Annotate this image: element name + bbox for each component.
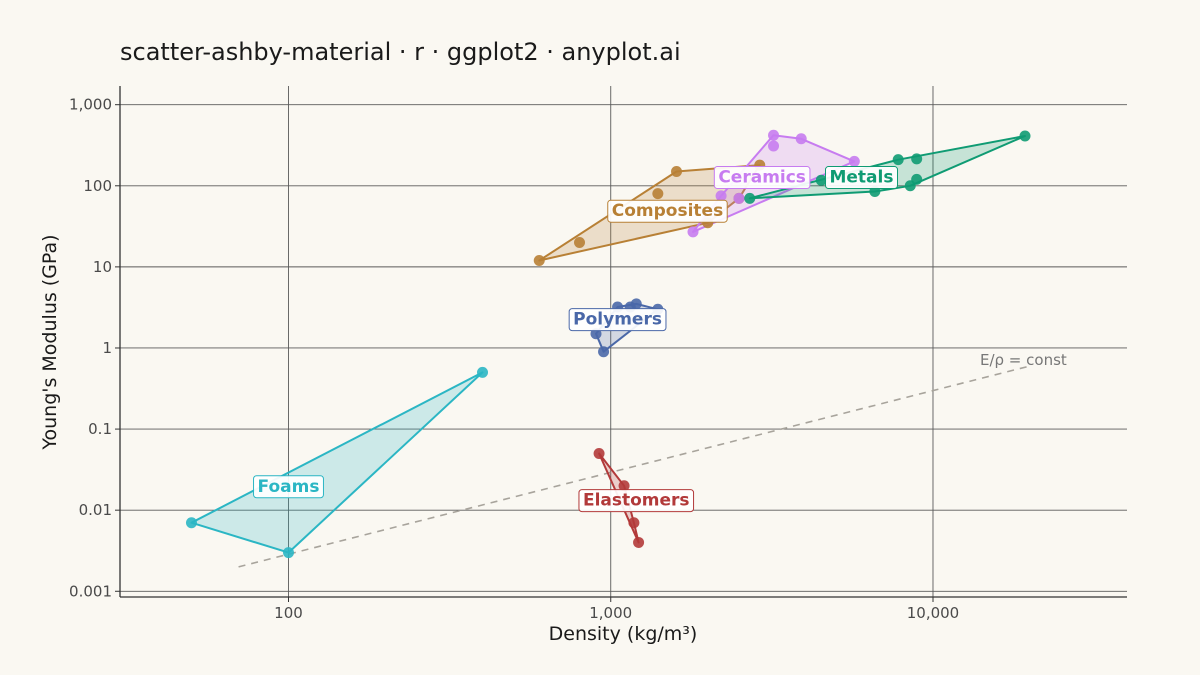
elastomers-point xyxy=(628,517,640,529)
y-tick-label: 0.01 xyxy=(79,501,112,519)
composites-point xyxy=(574,236,586,248)
composites-point xyxy=(671,166,683,178)
foams-point xyxy=(477,366,489,378)
x-axis-label: Density (kg/m³) xyxy=(549,623,698,645)
y-tick-label: 0.1 xyxy=(88,420,112,438)
composites-point xyxy=(652,188,664,200)
composites-label-box xyxy=(607,199,728,223)
ceramics-label: Ceramics xyxy=(713,166,811,190)
metals-label-box xyxy=(824,166,898,190)
ceramics-point xyxy=(687,226,699,238)
foams-label-box xyxy=(253,475,324,499)
elastomers-point xyxy=(633,536,645,548)
foams-hull xyxy=(190,371,484,554)
reference-line: E/ρ = const xyxy=(238,351,1067,568)
ceramics-point xyxy=(715,190,727,202)
elastomers-label: Elastomers xyxy=(578,489,695,513)
y-axis-label: Young's Modulus (GPa) xyxy=(39,234,61,450)
axes: 0.001 0.01 0.1 1 10 100 1,000 100 1,000 10,000 xyxy=(69,86,1127,622)
foams-label: Foams xyxy=(253,475,324,499)
metals-label: Metals xyxy=(824,166,898,190)
ceramics-point xyxy=(768,129,780,141)
ceramics-point xyxy=(848,155,860,167)
metals-point xyxy=(911,153,923,165)
metals-point xyxy=(744,192,756,204)
group-labels: Foams Elastomers Polymers Composites Ceramic… xyxy=(253,166,898,513)
composites-point xyxy=(533,254,545,266)
polymers-point xyxy=(630,298,642,310)
polymers-point xyxy=(598,346,610,358)
elastomers-point xyxy=(593,447,605,459)
elastomers-label-text: Elastomers xyxy=(583,491,690,511)
y-tick-label: 1,000 xyxy=(69,96,112,114)
ceramics-point xyxy=(795,133,807,145)
y-tick-label: 100 xyxy=(83,177,112,195)
polymers-label: Polymers xyxy=(568,308,667,332)
ceramics-label-text: Ceramics xyxy=(718,168,806,188)
y-tick-label: 10 xyxy=(93,258,112,276)
composites-label: Composites xyxy=(607,199,728,223)
foams-point xyxy=(282,547,294,559)
ceramics-point xyxy=(768,140,780,152)
foams-label-text: Foams xyxy=(258,477,320,497)
polymers-label-box xyxy=(568,308,667,332)
x-tick-label: 10,000 xyxy=(907,604,960,622)
metals-point xyxy=(1019,130,1031,142)
foams-point xyxy=(185,517,197,529)
composites-label-text: Composites xyxy=(612,201,723,221)
metals-point xyxy=(911,173,923,185)
chart-title: scatter-ashby-material · r · ggplot2 · a… xyxy=(120,38,681,66)
elastomers-point xyxy=(618,480,630,492)
x-tick-label: 1,000 xyxy=(589,604,632,622)
metals-point xyxy=(815,174,827,186)
metals-point xyxy=(892,154,904,166)
ceramics-point xyxy=(733,192,745,204)
y-tick-label: 1 xyxy=(102,339,112,357)
x-tick-label: 100 xyxy=(274,604,303,622)
reference-dashed-line xyxy=(238,365,1031,568)
reference-line-label: E/ρ = const xyxy=(980,351,1067,369)
y-tick-label: 0.001 xyxy=(69,582,112,600)
metals-label-text: Metals xyxy=(829,168,893,188)
elastomers-label-box xyxy=(578,489,695,513)
polymers-label-text: Polymers xyxy=(573,310,662,330)
ceramics-label-box xyxy=(713,166,811,190)
